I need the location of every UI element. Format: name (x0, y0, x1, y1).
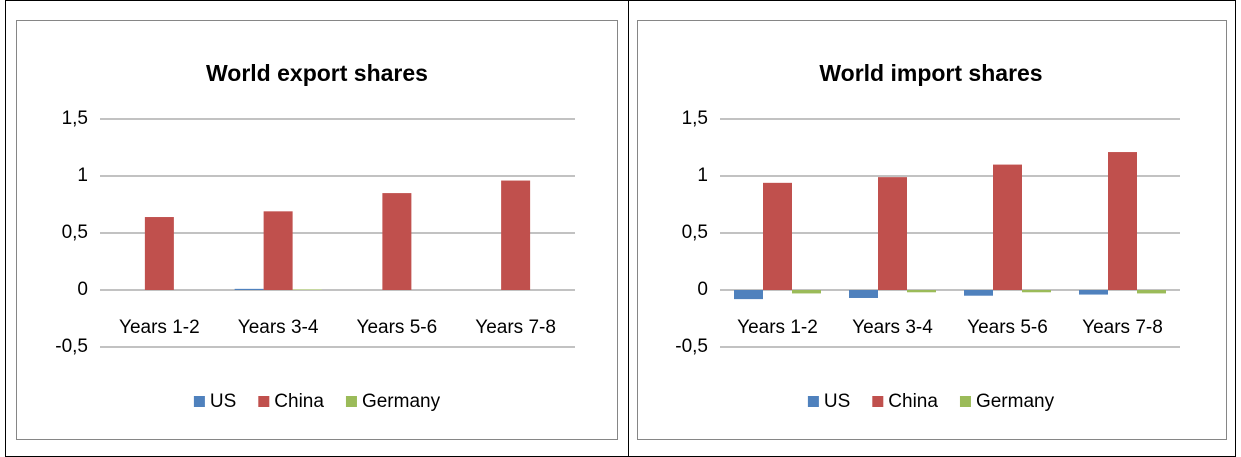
legend-swatch (258, 396, 270, 407)
bar (1022, 290, 1051, 293)
y-tick-label: 1 (697, 165, 708, 186)
y-tick-label: 1,5 (62, 108, 88, 129)
bar (1079, 290, 1108, 295)
legend-label: China (274, 391, 324, 412)
y-tick-label: 1,5 (682, 108, 708, 129)
legend-swatch (193, 396, 205, 407)
chart-title: World export shares (206, 60, 428, 86)
y-tick-label: 0,5 (62, 222, 88, 243)
y-tick-label: 1 (77, 165, 88, 186)
bar (382, 193, 412, 290)
legend-label: China (888, 391, 938, 412)
outer-frame (5, 0, 1236, 457)
bar (1108, 152, 1137, 290)
x-tick-label: Years 3-4 (238, 317, 319, 338)
legend-swatch (959, 396, 971, 407)
y-tick-label: 0 (697, 279, 708, 300)
y-tick-label: -0,5 (675, 336, 708, 357)
x-tick-label: Years 1-2 (119, 317, 200, 338)
bar (1137, 290, 1166, 294)
bar (234, 288, 264, 290)
legend-swatch (807, 396, 819, 407)
chart-title: World import shares (819, 60, 1042, 86)
bar (993, 164, 1022, 290)
legend-label: Germany (976, 391, 1055, 412)
bar (907, 290, 936, 293)
legend-label: US (210, 391, 236, 412)
bar (792, 290, 821, 294)
x-tick-label: Years 7-8 (1082, 317, 1163, 338)
x-tick-label: Years 3-4 (852, 317, 933, 338)
legend-swatch (872, 396, 884, 407)
bar (144, 217, 174, 290)
legend-label: Germany (362, 391, 441, 412)
y-tick-label: -0,5 (55, 336, 88, 357)
x-tick-label: Years 7-8 (475, 317, 556, 338)
bar (501, 180, 531, 290)
legend-label: US (824, 391, 850, 412)
bar (763, 182, 792, 290)
bar (263, 211, 293, 290)
x-tick-label: Years 5-6 (967, 317, 1048, 338)
chart-frame (16, 20, 618, 440)
chart-frame (637, 20, 1227, 440)
bar (964, 290, 993, 296)
legend-swatch (345, 396, 357, 407)
y-tick-label: 0,5 (682, 222, 708, 243)
bar (292, 289, 322, 290)
bar (878, 177, 907, 290)
x-tick-label: Years 5-6 (357, 317, 438, 338)
x-tick-label: Years 1-2 (737, 317, 818, 338)
y-tick-label: 0 (77, 279, 88, 300)
bar (734, 290, 763, 300)
bar (849, 290, 878, 298)
